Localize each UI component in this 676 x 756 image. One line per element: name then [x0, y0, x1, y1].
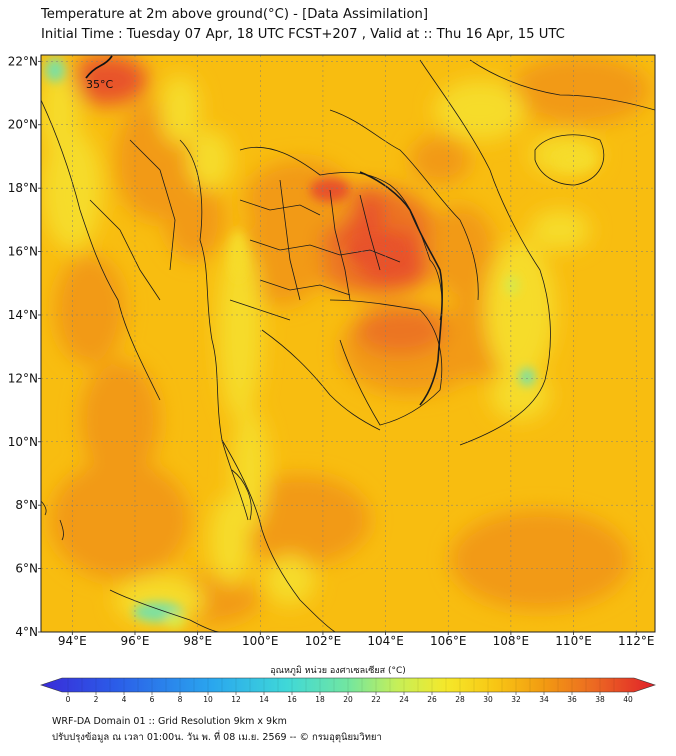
- latitude-label: 12°N: [8, 371, 38, 385]
- longitude-label: 106°E: [430, 634, 467, 648]
- border-line: [59, 519, 64, 541]
- temperature-blob: [68, 55, 148, 105]
- footer-update-info: ปรับปรุงข้อมูล ณ เวลา 01:00น. วัน พ. ที่…: [52, 732, 382, 743]
- latitude-label: 14°N: [8, 308, 38, 322]
- border-line: [109, 589, 221, 632]
- border-line: [229, 299, 291, 321]
- border-line: [221, 439, 336, 632]
- temperature-field: 35°C: [41, 55, 655, 632]
- temperature-blob: [410, 135, 470, 185]
- latitude-label: 10°N: [8, 435, 38, 449]
- contour-label: 35°C: [86, 78, 113, 91]
- border-line: [261, 329, 381, 431]
- latitude-label: 16°N: [8, 245, 38, 259]
- colorbar-title: อุณหภูมิ หน่วย องศาเซลเซียส (°C): [270, 666, 406, 676]
- temperature-blob: [485, 240, 555, 380]
- temperature-blob: [41, 65, 80, 155]
- border-line: [239, 146, 443, 321]
- temperature-blob: [435, 80, 525, 140]
- temperature-blob: [55, 255, 125, 365]
- longitude-label: 102°E: [305, 634, 342, 648]
- temperature-blobs: [41, 55, 650, 625]
- latitude-label: 20°N: [8, 118, 38, 132]
- latitude-label: 8°N: [15, 498, 38, 512]
- longitude-label: 98°E: [183, 634, 212, 648]
- temperature-blob: [355, 305, 445, 355]
- temperature-blob: [165, 180, 225, 260]
- temperature-blob: [450, 510, 630, 610]
- temperature-patch: [555, 150, 595, 170]
- border-line: [129, 139, 176, 271]
- temperature-blob: [218, 240, 262, 420]
- temperature-blob: [80, 360, 160, 480]
- temperature-blob: [490, 370, 550, 420]
- national-boundary: [359, 171, 443, 406]
- temperature-patch: [519, 368, 535, 386]
- gridlines: [41, 55, 655, 632]
- border-line: [329, 189, 351, 301]
- footer-model-info: WRF-DA Domain 01 :: Grid Resolution 9km …: [52, 716, 287, 727]
- contour-35c: [85, 55, 113, 79]
- longitude-labels: 94°E 96°E 98°E 100°E 102°E 104°E 106°E 108°E 110…: [58, 632, 655, 648]
- map-frame: [40, 54, 656, 633]
- temperature-blob: [50, 460, 190, 580]
- border-line: [419, 59, 551, 446]
- temperature-blob: [510, 55, 650, 125]
- longitude-label: 96°E: [121, 634, 150, 648]
- border-line: [329, 109, 479, 301]
- country-borders: [41, 59, 655, 632]
- chart-subtitle: Initial Time : Tuesday 07 Apr, 18 UTC FC…: [41, 27, 565, 42]
- latitude-label: 22°N: [8, 54, 38, 68]
- temperature-blob: [188, 130, 232, 190]
- border-line: [259, 279, 351, 296]
- temperature-patch: [45, 58, 65, 82]
- chart-title: Temperature at 2m above ground(°C) - [Da…: [41, 7, 429, 22]
- border-line: [89, 199, 161, 301]
- border-line: [279, 179, 301, 301]
- latitude-label: 4°N: [15, 625, 38, 639]
- temperature-blob: [160, 75, 200, 145]
- border-line: [41, 99, 161, 401]
- latitude-labels: 22°N 20°N 18°N 16°N 14°N 12°N 10°N 8°N 6°N 4°N: [8, 54, 41, 639]
- longitude-label: 110°E: [555, 634, 592, 648]
- temperature-blob: [425, 205, 495, 295]
- temperature-blob: [265, 555, 315, 605]
- border-line: [359, 194, 381, 271]
- longitude-label: 112°E: [618, 634, 655, 648]
- latitude-label: 6°N: [15, 562, 38, 576]
- temperature-patch: [230, 230, 246, 280]
- temperature-blob: [210, 495, 250, 585]
- temperature-patch: [165, 612, 185, 628]
- border-line: [329, 299, 443, 426]
- temperature-patch: [350, 236, 400, 264]
- longitude-label: 94°E: [58, 634, 87, 648]
- longitude-label: 108°E: [493, 634, 530, 648]
- latitude-label: 18°N: [8, 181, 38, 195]
- temperature-blob: [42, 130, 102, 250]
- border-line: [231, 469, 252, 521]
- temperature-blob: [530, 210, 590, 250]
- temperature-blob: [232, 410, 268, 530]
- border-line: [469, 59, 655, 111]
- border-line: [534, 134, 605, 186]
- longitude-label: 100°E: [242, 634, 279, 648]
- border-line: [239, 199, 321, 216]
- longitude-label: 104°E: [367, 634, 404, 648]
- border-line: [179, 139, 249, 521]
- temperature-patch: [505, 275, 519, 295]
